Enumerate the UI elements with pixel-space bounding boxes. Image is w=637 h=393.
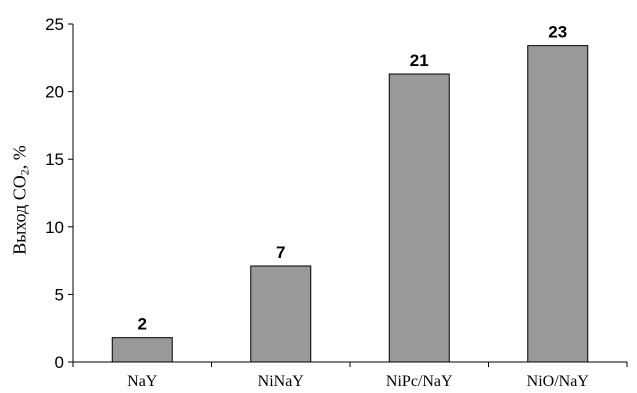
y-axis-label-subscript: 2 <box>17 169 32 176</box>
data-label: 7 <box>276 243 285 262</box>
y-tick-label: 25 <box>45 15 64 34</box>
y-tick-label: 5 <box>55 285 64 304</box>
x-tick-label: NiNaY <box>258 373 305 390</box>
x-tick-label: NiO/NaY <box>527 373 590 390</box>
x-tick-label: NaY <box>127 373 158 390</box>
bar <box>250 265 312 363</box>
y-tick-label: 0 <box>55 353 64 372</box>
bar <box>527 45 589 363</box>
data-label: 21 <box>410 51 429 70</box>
data-label: 2 <box>138 315 147 334</box>
y-tick-label: 15 <box>45 150 64 169</box>
y-axis-label-suffix: , % <box>9 145 30 170</box>
bar <box>111 337 173 363</box>
x-tick-label: NiPc/NaY <box>386 373 453 390</box>
bar <box>388 73 450 363</box>
data-label: 23 <box>548 23 567 42</box>
y-axis-label-prefix: Выход CO <box>9 175 30 255</box>
y-tick-label: 10 <box>45 218 64 237</box>
y-tick-label: 20 <box>45 83 64 102</box>
y-axis-label: Выход CO2, % <box>10 145 33 255</box>
